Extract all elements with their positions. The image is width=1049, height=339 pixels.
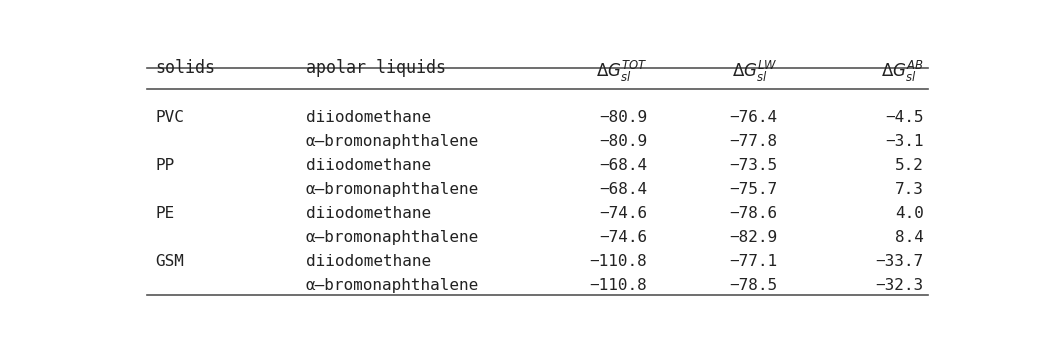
Text: 4.0: 4.0 — [895, 206, 924, 221]
Text: diiodomethane: diiodomethane — [306, 206, 431, 221]
Text: diiodomethane: diiodomethane — [306, 158, 431, 173]
Text: −32.3: −32.3 — [876, 278, 924, 293]
Text: 5.2: 5.2 — [895, 158, 924, 173]
Text: 8.4: 8.4 — [895, 230, 924, 245]
Text: $\Delta G_{sl}^{LW}$: $\Delta G_{sl}^{LW}$ — [731, 59, 777, 84]
Text: solids: solids — [155, 59, 215, 77]
Text: α–bromonaphthalene: α–bromonaphthalene — [306, 134, 479, 149]
Text: −76.4: −76.4 — [729, 110, 777, 125]
Text: −3.1: −3.1 — [885, 134, 924, 149]
Text: PE: PE — [155, 206, 175, 221]
Text: −68.4: −68.4 — [599, 182, 647, 197]
Text: −68.4: −68.4 — [599, 158, 647, 173]
Text: −74.6: −74.6 — [599, 206, 647, 221]
Text: $\Delta G_{sl}^{AB}$: $\Delta G_{sl}^{AB}$ — [881, 59, 924, 84]
Text: −73.5: −73.5 — [729, 158, 777, 173]
Text: −77.1: −77.1 — [729, 254, 777, 269]
Text: −82.9: −82.9 — [729, 230, 777, 245]
Text: PVC: PVC — [155, 110, 185, 125]
Text: GSM: GSM — [155, 254, 185, 269]
Text: PP: PP — [155, 158, 175, 173]
Text: −4.5: −4.5 — [885, 110, 924, 125]
Text: α–bromonaphthalene: α–bromonaphthalene — [306, 230, 479, 245]
Text: −74.6: −74.6 — [599, 230, 647, 245]
Text: −110.8: −110.8 — [590, 254, 647, 269]
Text: diiodomethane: diiodomethane — [306, 110, 431, 125]
Text: −75.7: −75.7 — [729, 182, 777, 197]
Text: −78.5: −78.5 — [729, 278, 777, 293]
Text: apolar liquids: apolar liquids — [306, 59, 446, 77]
Text: −80.9: −80.9 — [599, 134, 647, 149]
Text: −80.9: −80.9 — [599, 110, 647, 125]
Text: α–bromonaphthalene: α–bromonaphthalene — [306, 278, 479, 293]
Text: −78.6: −78.6 — [729, 206, 777, 221]
Text: −110.8: −110.8 — [590, 278, 647, 293]
Text: $\Delta G_{sl}^{TOT}$: $\Delta G_{sl}^{TOT}$ — [596, 59, 647, 84]
Text: diiodomethane: diiodomethane — [306, 254, 431, 269]
Text: 7.3: 7.3 — [895, 182, 924, 197]
Text: −77.8: −77.8 — [729, 134, 777, 149]
Text: α–bromonaphthalene: α–bromonaphthalene — [306, 182, 479, 197]
Text: −33.7: −33.7 — [876, 254, 924, 269]
